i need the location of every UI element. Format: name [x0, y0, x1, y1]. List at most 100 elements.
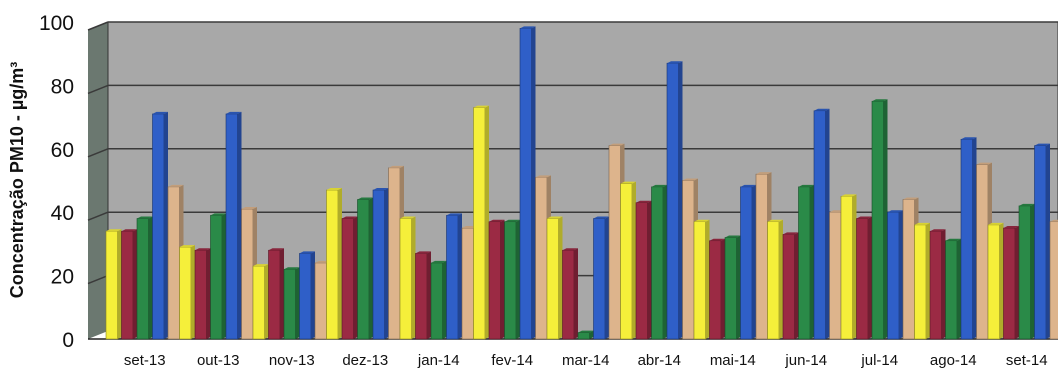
bar-side	[117, 229, 122, 339]
bar-side	[705, 219, 710, 339]
bar-top	[725, 235, 741, 238]
wall-face	[88, 22, 108, 339]
bar	[415, 253, 428, 340]
gridline-wall	[87, 274, 109, 285]
bar-side	[647, 200, 652, 339]
bar	[755, 173, 768, 340]
bar-top	[887, 210, 903, 213]
bar	[960, 138, 973, 340]
bar-side	[589, 330, 594, 339]
bar	[535, 177, 548, 340]
bar-top	[930, 229, 946, 232]
bar-top	[945, 238, 961, 241]
y-tick-label: 0	[62, 329, 74, 352]
bar	[635, 202, 648, 340]
bar-side	[752, 184, 756, 339]
bar-side	[411, 216, 416, 339]
bar-side	[311, 251, 315, 339]
bar-top	[976, 162, 992, 165]
bar-top	[841, 194, 857, 197]
bar	[388, 167, 401, 340]
bar	[577, 332, 590, 340]
bar-top	[473, 105, 489, 108]
bar-side	[972, 137, 977, 339]
x-tick-label: out-13	[197, 352, 240, 369]
y-tick-label: 100	[39, 12, 74, 35]
bar-top	[535, 175, 551, 178]
bar-side	[852, 194, 857, 339]
bar-top	[489, 219, 505, 222]
x-tick-label: jul-14	[860, 352, 898, 369]
bar-top	[903, 197, 919, 200]
bar-top	[373, 188, 389, 191]
bar	[357, 199, 370, 340]
bar	[987, 224, 1000, 340]
bar-top	[814, 108, 830, 111]
bar-side	[957, 238, 961, 339]
bar-side	[500, 219, 505, 339]
bar-side	[779, 219, 783, 339]
bar	[488, 221, 501, 340]
bar-top	[299, 251, 315, 254]
bar	[473, 107, 486, 340]
bar-top	[756, 172, 772, 175]
bar-top	[388, 165, 404, 168]
bar-side	[941, 229, 946, 339]
bar	[179, 246, 192, 340]
bar	[1003, 227, 1016, 340]
bar	[152, 113, 165, 340]
bar-top	[106, 229, 122, 232]
bar-side	[280, 248, 284, 339]
x-tick-label: set-14	[1006, 352, 1048, 369]
bar-top	[798, 184, 814, 187]
bar	[856, 218, 869, 340]
bar-side	[222, 213, 226, 339]
bar-side	[868, 216, 872, 339]
bar	[929, 230, 942, 340]
bar	[767, 221, 780, 340]
bar	[504, 221, 517, 340]
bar	[105, 230, 118, 340]
bar	[608, 145, 621, 340]
bar-side	[295, 267, 300, 339]
bar-top	[593, 216, 609, 219]
bar	[740, 186, 753, 340]
bar-side	[794, 232, 799, 339]
bar	[1034, 145, 1047, 340]
bar-side	[678, 61, 683, 340]
y-tick-label: 80	[51, 75, 74, 98]
bar-top	[400, 216, 416, 219]
bar	[136, 218, 149, 340]
plot-side-wall	[88, 22, 108, 339]
bar-side	[605, 216, 609, 339]
bar-side	[721, 238, 725, 339]
bar-side	[338, 188, 342, 339]
gridline-wall	[87, 148, 109, 158]
bar	[519, 28, 532, 340]
bar-side	[442, 260, 447, 339]
bar-side	[632, 181, 636, 339]
x-tick-label: set-13	[124, 352, 166, 369]
bar	[682, 180, 695, 340]
y-tick-label: 40	[51, 202, 74, 225]
bar-side	[883, 99, 888, 339]
bar-side	[353, 216, 358, 339]
bar	[430, 262, 443, 340]
bar-top	[520, 26, 536, 29]
bar-side	[810, 184, 814, 339]
bar-side	[663, 184, 667, 339]
x-tick-label: fev-14	[491, 352, 533, 369]
bar	[268, 249, 281, 340]
bar-side	[516, 219, 520, 339]
bar-top	[1034, 143, 1050, 146]
bar	[620, 183, 633, 340]
bar-side	[825, 108, 830, 339]
bar-top	[504, 219, 520, 222]
x-tick-label: dez-13	[342, 352, 388, 369]
bar	[225, 113, 238, 340]
bar-top	[694, 219, 710, 222]
bar	[593, 218, 606, 340]
bar-top	[195, 248, 211, 251]
x-tick-label: jun-14	[784, 352, 827, 369]
